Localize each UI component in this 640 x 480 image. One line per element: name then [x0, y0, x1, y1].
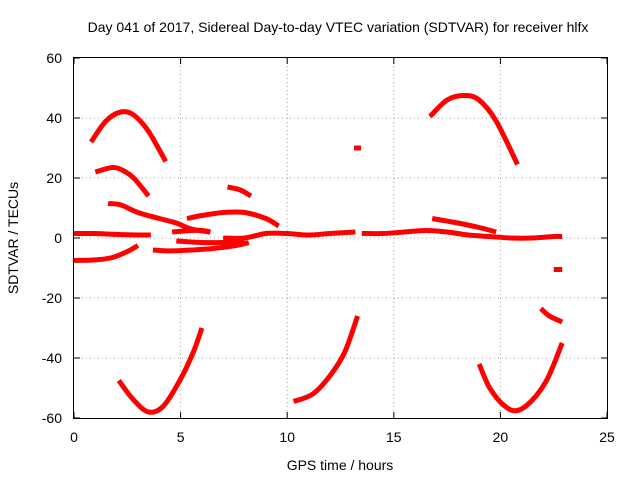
series-arc-b2: [292, 315, 360, 404]
y-tick-label: -60: [42, 410, 62, 426]
series-arc-a6: [152, 240, 250, 254]
series-arc-a7: [171, 227, 211, 235]
y-axis-label: SDTVAR / TECUs: [5, 182, 21, 294]
series-arc-a14: [428, 93, 520, 166]
x-tick-label: 0: [70, 429, 78, 445]
y-tick-label: 40: [46, 110, 62, 126]
y-tick-label: -20: [42, 290, 62, 306]
series-arc-a12: [354, 145, 362, 151]
series-arc-a4: [73, 230, 151, 238]
series-arc-b3: [476, 342, 565, 414]
y-tick-label: 0: [54, 230, 62, 246]
x-tick-label: 15: [386, 429, 402, 445]
y-tick-label: -40: [42, 350, 62, 366]
x-tick-label: 5: [177, 429, 185, 445]
series-arc-a5: [73, 243, 140, 263]
chart-title: Day 041 of 2017, Sidereal Day-to-day VTE…: [88, 19, 589, 35]
grid: [74, 58, 607, 418]
series-arc-b4: [539, 306, 564, 325]
series-arc-a8: [176, 238, 245, 246]
series-arc-a15: [431, 216, 497, 235]
series-arc-a11: [223, 229, 356, 241]
series-arc-b1: [116, 327, 205, 415]
y-tick-label: 20: [46, 170, 62, 186]
x-tick-label: 25: [599, 429, 615, 445]
x-tick-label: 10: [279, 429, 295, 445]
data-series: [73, 93, 565, 415]
series-arc-a1: [89, 109, 168, 163]
series-arc-a9: [186, 209, 280, 229]
x-axis-label: GPS time / hours: [287, 457, 394, 473]
series-arc-a13: [361, 228, 563, 241]
plot-frame: [73, 57, 608, 419]
y-tick-label: 60: [46, 50, 62, 66]
series-arc-a2: [94, 164, 151, 198]
series-arc-a10: [226, 184, 253, 199]
x-tick-label: 20: [493, 429, 509, 445]
tick-labels: 0 5 10 15 20 25 -60 -40 -20 0 20 40 60: [42, 50, 615, 445]
